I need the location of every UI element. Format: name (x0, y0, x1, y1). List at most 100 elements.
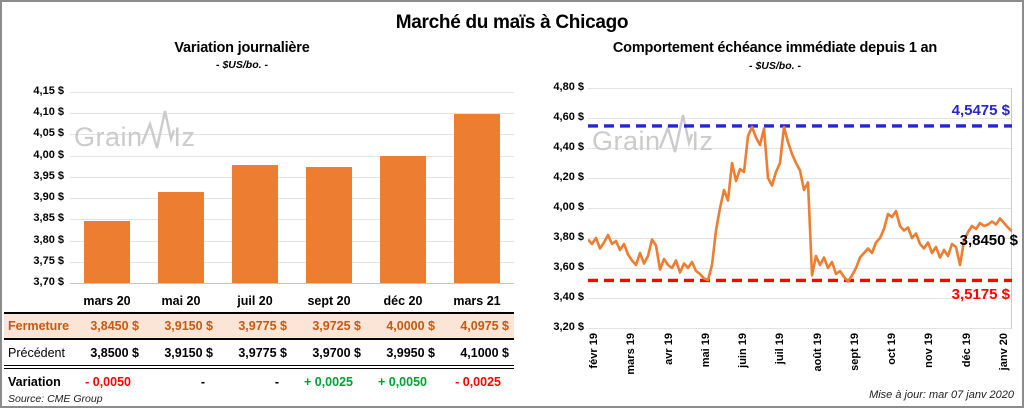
bar-gridline (70, 176, 514, 178)
futures-table: mars 20 mai 20 juil 20 sept 20 déc 20 mars 21… (4, 290, 514, 394)
line-gridline (588, 298, 1012, 299)
table-column-header: sept 20 (307, 294, 351, 308)
bar (232, 165, 278, 283)
line-x-tick-label: août 19 (811, 333, 824, 372)
bar-y-tick-label: 3,95 $ (33, 169, 64, 182)
line-y-tick-label: 4,00 $ (553, 201, 584, 213)
table-cell: 4,0975 $ (460, 319, 509, 333)
watermark-text: Grain (74, 122, 143, 152)
line-x-tick-label: déc 19 (960, 333, 973, 368)
grainwiz-watermark: Grain Iz (592, 112, 714, 155)
updated-note: Mise à jour: mar 07 janv 2020 (869, 389, 1014, 401)
line-gridline (588, 328, 1012, 329)
bar-gridline (70, 92, 514, 93)
row-label: Fermeture (8, 319, 70, 333)
table-cell: - (200, 374, 205, 389)
bar-y-tick-label: 3,70 $ (33, 276, 64, 288)
table-row: Fermeture 3,8450 $ 3,9150 $ 3,9775 $ 3,9725 … (4, 312, 514, 340)
table-cell: - 0,0050 (85, 374, 131, 389)
bar-y-tick-label: 4,15 $ (33, 85, 64, 97)
table-cell: 4,0000 $ (386, 319, 435, 333)
line-x-tick-label: mai 19 (699, 333, 712, 368)
watermark-text: Iz (691, 126, 714, 156)
bar-chart-title: Variation journalière (174, 40, 310, 56)
bar (380, 155, 426, 283)
line-gridline (588, 238, 1012, 239)
bar-gridline (70, 261, 514, 263)
line-y-tick-label: 3,60 $ (553, 261, 584, 273)
line-x-tick-label: juin 19 (737, 333, 750, 368)
line-x-tick-label: févr 19 (588, 333, 600, 369)
table-column-header: juil 20 (237, 294, 273, 308)
table-cell: - 0,0025 (455, 374, 501, 389)
watermark-text: Iz (173, 122, 196, 152)
bar-gridline (70, 113, 514, 115)
table-column-header: mars 20 (83, 294, 131, 308)
price-line (588, 125, 1012, 283)
table-header-row: mars 20 mai 20 juil 20 sept 20 déc 20 mars 21 (4, 290, 514, 312)
table-column-header: mai 20 (161, 294, 201, 308)
bar (454, 114, 500, 283)
table-cell: + 0,0050 (377, 374, 427, 389)
bar-y-tick-label: 4,00 $ (33, 148, 64, 161)
line-y-tick-label: 3,80 $ (553, 231, 584, 243)
bar-gridline (70, 134, 514, 136)
table-cell: 3,9775 $ (238, 345, 287, 360)
line-gridline (588, 118, 1012, 119)
bar-y-tick-label: 3,90 $ (33, 191, 64, 204)
bar-y-tick-label: 4,10 $ (33, 106, 64, 119)
bar-gridline (70, 240, 514, 242)
line-y-tick-label: 3,20 $ (553, 321, 584, 333)
table-cell: 3,9775 $ (238, 319, 287, 333)
line-y-tick-label: 4,60 $ (553, 111, 584, 123)
table-column-header: mars 21 (453, 294, 501, 308)
last-price-label: 3,8450 $ (959, 232, 1018, 249)
bar (158, 191, 204, 283)
line-y-tick-label: 4,40 $ (553, 141, 584, 153)
bar (84, 221, 130, 283)
line-gridline (588, 148, 1012, 149)
high-line-label: 4,5475 $ (951, 102, 1010, 119)
table-cell: 3,9150 $ (164, 319, 213, 333)
bar-y-tick-label: 3,80 $ (33, 233, 64, 246)
bar-chart (70, 92, 514, 284)
bar-y-tick-label: 4,05 $ (33, 127, 64, 140)
table-column-header: déc 20 (383, 294, 423, 308)
table-cell: + 0,0025 (303, 374, 353, 389)
grainwiz-watermark: Grain Iz (74, 108, 196, 151)
table-cell: - (274, 374, 279, 389)
watermark-zigzag-icon (140, 110, 175, 149)
line-x-tick-label: mars 19 (625, 333, 638, 375)
table-cell: 3,9150 $ (164, 345, 213, 360)
line-x-tick-label: janv 20 (998, 333, 1010, 371)
table-cell: 3,8500 $ (90, 345, 139, 360)
table-row: Variation - 0,0050 - - + 0,0025 + 0,0050 - 0,0… (4, 369, 514, 394)
line-x-tick-label: sept 19 (848, 333, 861, 371)
line-y-tick-label: 4,80 $ (553, 81, 584, 93)
table-cell: 3,9725 $ (312, 319, 361, 333)
watermark-text: Grain (592, 126, 661, 156)
line-y-tick-label: 3,40 $ (553, 291, 584, 303)
line-chart-unit: - $US/bo. - (749, 60, 801, 72)
line-y-tick-label: 4,20 $ (553, 171, 584, 183)
page-title: Marché du maïs à Chicago (395, 12, 629, 33)
bar-gridline (70, 219, 514, 221)
watermark-zigzag-icon (658, 114, 693, 153)
line-gridline (588, 268, 1012, 269)
bar-chart-unit: - $US/bo. - (216, 59, 268, 71)
table-row: Précédent 3,8500 $ 3,9150 $ 3,9775 $ 3,9700 … (4, 340, 514, 369)
line-x-tick-label: nov 19 (923, 333, 936, 368)
line-chart-right-border (1011, 88, 1012, 329)
source-note: Source: CME Group (8, 393, 103, 405)
line-gridline (588, 208, 1012, 209)
bar-y-tick-label: 3,85 $ (33, 212, 64, 225)
low-line-label: 3,5175 $ (951, 286, 1010, 303)
bar-gridline (70, 283, 514, 284)
table-cell: 3,9700 $ (312, 345, 361, 360)
line-chart (588, 88, 1012, 329)
line-x-tick-label: oct 19 (886, 333, 899, 365)
line-x-tick-label: avr 19 (662, 333, 675, 365)
price-line-svg (588, 124, 1012, 283)
table-cell: 3,8450 $ (90, 319, 139, 333)
